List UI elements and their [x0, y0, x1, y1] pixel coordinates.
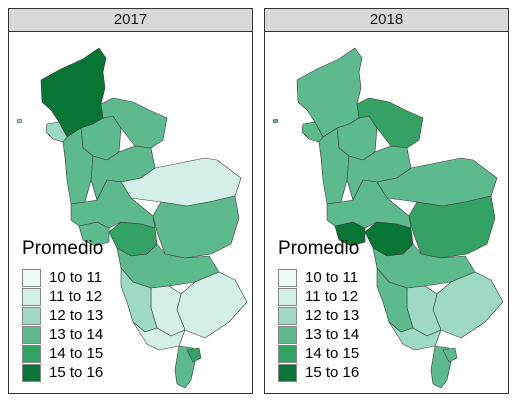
legend-label: 15 to 16	[305, 364, 360, 381]
region-center-band	[70, 179, 156, 229]
panel-title: 2017	[9, 9, 252, 32]
panel-title: 2018	[265, 9, 508, 32]
legend-swatch	[278, 287, 297, 306]
legend-title: Promedio	[22, 238, 104, 259]
legend-label: 15 to 16	[49, 364, 104, 381]
legend-swatch	[278, 306, 297, 325]
legend-label: 10 to 11	[305, 269, 359, 286]
legend-item: 14 to 15	[278, 344, 359, 363]
legend-item: 14 to 15	[22, 344, 103, 363]
legend-label: 11 to 12	[305, 288, 359, 305]
legend-label: 10 to 11	[49, 269, 103, 286]
region-east-lower	[408, 195, 496, 259]
legend-item: 10 to 11	[22, 268, 103, 287]
legend-title: Promedio	[278, 238, 360, 259]
legend-item: 10 to 11	[278, 268, 359, 287]
legend-swatch	[22, 325, 41, 344]
legend-swatch	[22, 268, 41, 287]
map-panel-2017: 2017 Promedio 10 to 11 11 to 12 12 to 13 13…	[8, 8, 253, 394]
region-tip-small	[186, 347, 202, 363]
region-islet	[16, 118, 23, 124]
legend-item: 15 to 16	[22, 363, 103, 382]
legend: Promedio 10 to 11 11 to 12 12 to 13 13 to 1…	[22, 238, 103, 382]
legend-item: 13 to 14	[278, 325, 359, 344]
legend-item: 13 to 14	[22, 325, 103, 344]
legend-label: 13 to 14	[49, 326, 104, 343]
legend-swatch	[22, 344, 41, 363]
region-islet	[272, 118, 279, 124]
legend-item: 12 to 13	[22, 306, 103, 325]
legend-swatch	[22, 363, 41, 382]
legend-swatch	[22, 287, 41, 306]
map-panel-2018: 2018 Promedio 10 to 11 11 to 12 12 to 13 13…	[264, 8, 509, 394]
legend-label: 13 to 14	[305, 326, 360, 343]
legend-label: 12 to 13	[49, 307, 104, 324]
choropleth-map	[272, 47, 504, 389]
legend-item: 11 to 12	[278, 287, 359, 306]
legend-label: 11 to 12	[49, 288, 103, 305]
legend-swatch	[278, 363, 297, 382]
region-east-lower	[152, 195, 240, 259]
region-tip-small	[442, 347, 458, 363]
legend-swatch	[278, 268, 297, 287]
region-center-band	[326, 179, 412, 229]
region-north-east	[100, 97, 168, 149]
legend-item: 12 to 13	[278, 306, 359, 325]
legend-swatch	[22, 306, 41, 325]
legend: Promedio 10 to 11 11 to 12 12 to 13 13 to 1…	[278, 238, 359, 382]
legend-swatch	[278, 325, 297, 344]
legend-item: 15 to 16	[278, 363, 359, 382]
legend-swatch	[278, 344, 297, 363]
legend-item: 11 to 12	[22, 287, 103, 306]
region-coast-south	[388, 321, 442, 351]
legend-label: 14 to 15	[305, 345, 360, 362]
region-north-east	[356, 97, 424, 149]
legend-label: 12 to 13	[305, 307, 360, 324]
choropleth-map	[16, 47, 248, 389]
legend-label: 14 to 15	[49, 345, 104, 362]
region-coast-south	[132, 321, 186, 351]
